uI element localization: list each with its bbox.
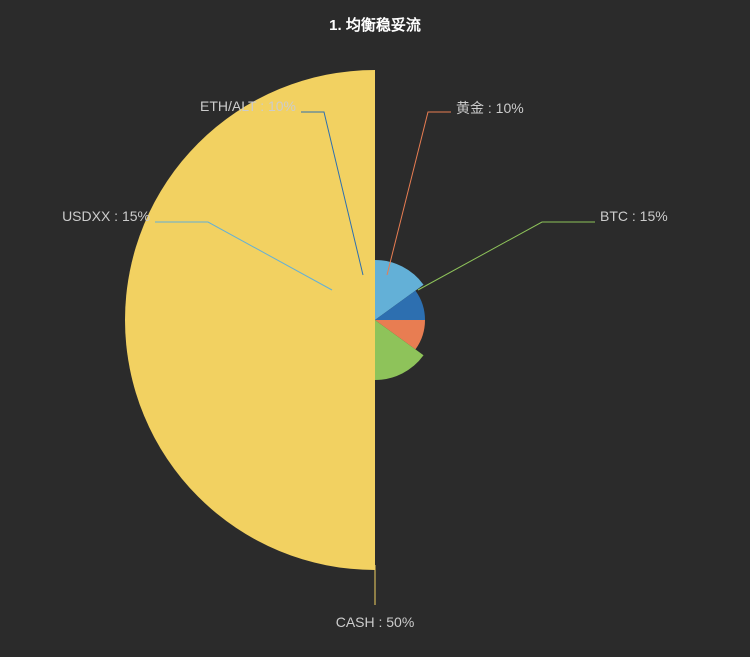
leader-line (387, 112, 451, 275)
nightingale-chart (0, 0, 750, 657)
slice-label: CASH : 50% (336, 614, 415, 630)
leader-line (418, 222, 595, 290)
slice-label: BTC : 15% (600, 208, 668, 224)
slice-label: 黄金 : 10% (456, 98, 524, 118)
slice-label: ETH/ALT : 10% (200, 98, 296, 114)
slice-cash (125, 70, 375, 570)
slice-label: USDXX : 15% (62, 208, 150, 224)
